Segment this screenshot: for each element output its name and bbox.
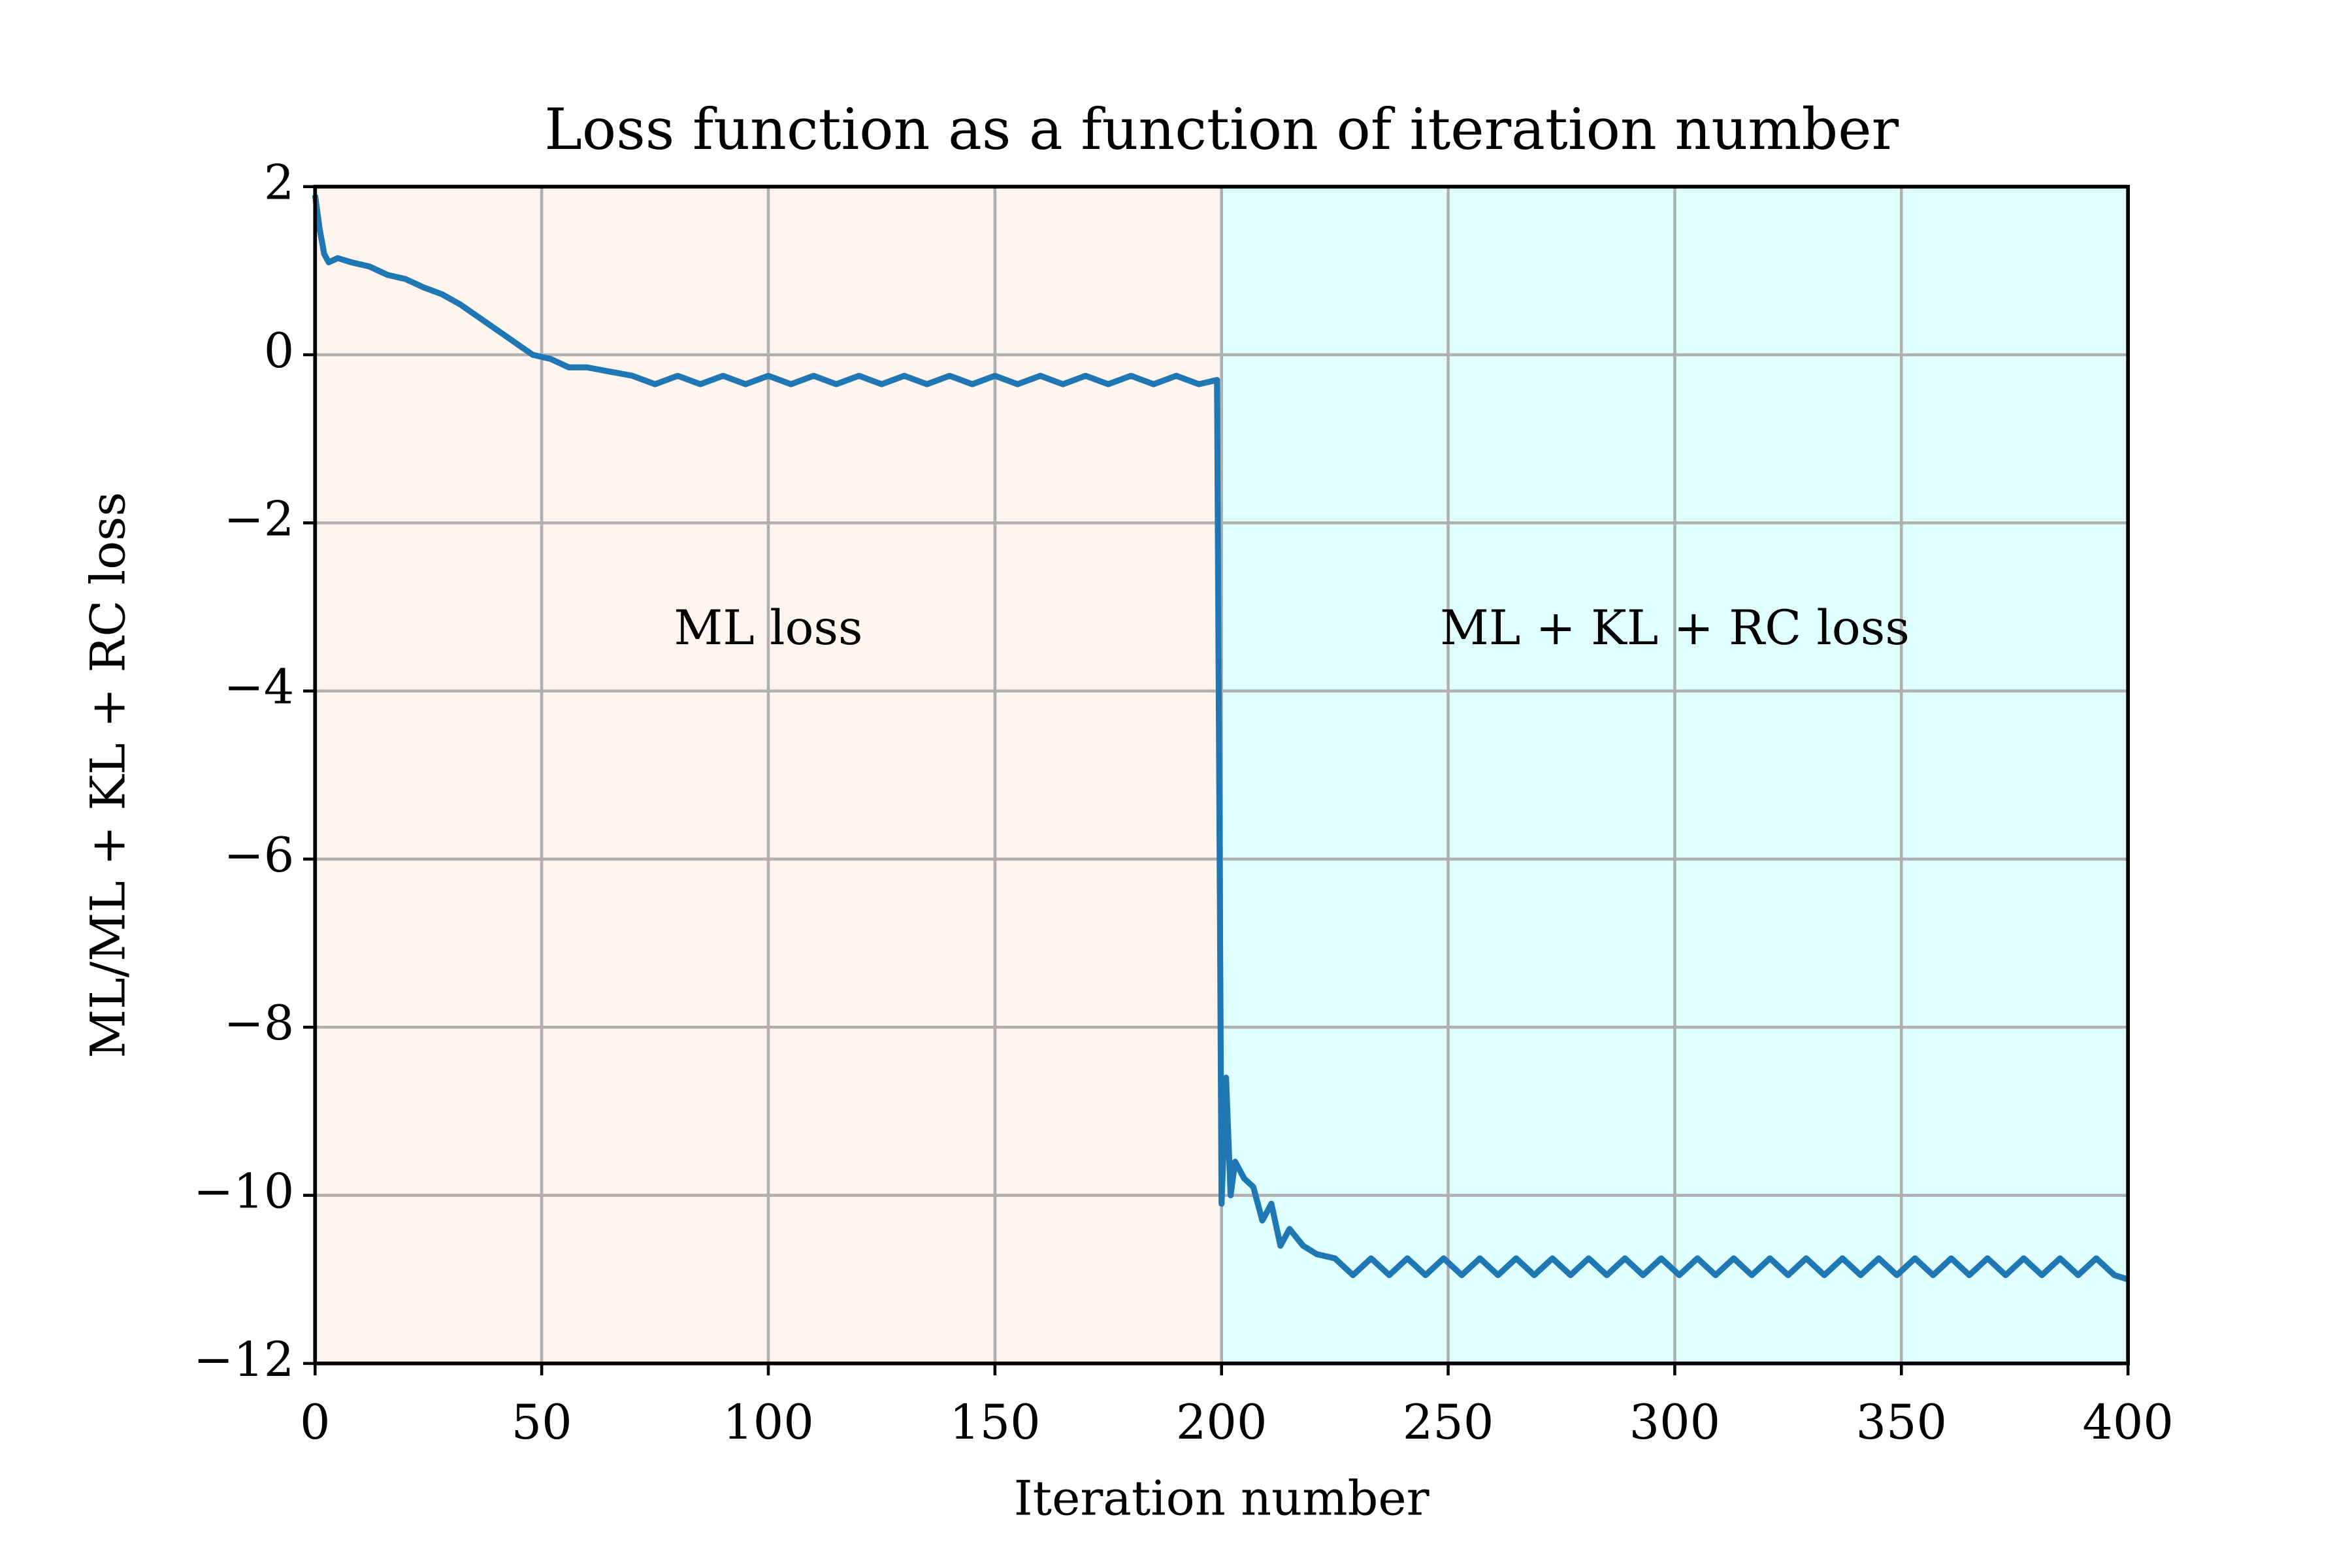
x-tick-label: 100	[723, 1395, 814, 1450]
y-tick-label: −4	[223, 660, 294, 715]
axes-frame	[313, 184, 2130, 1365]
y-axis-label: ML/ML + KL + RC loss	[80, 492, 136, 1058]
x-tick-label: 50	[512, 1395, 572, 1450]
y-tick-label: −2	[223, 491, 294, 547]
line-series	[312, 194, 2129, 1282]
x-tick-label: 400	[2082, 1395, 2174, 1450]
x-tick-label: 250	[1403, 1395, 1494, 1450]
region-label: ML + KL + RC loss	[1440, 600, 1910, 656]
y-tick-label: −6	[223, 828, 294, 883]
x-tick-label: 150	[949, 1395, 1041, 1450]
x-tick-label: 0	[300, 1395, 331, 1450]
x-tick-label: 300	[1629, 1395, 1721, 1450]
y-tick-label: −12	[193, 1332, 294, 1388]
x-axis-label: Iteration number	[1014, 1471, 1429, 1526]
region-label: ML loss	[674, 600, 862, 656]
y-tick-label: −10	[193, 1164, 294, 1220]
x-tick-label: 200	[1176, 1395, 1267, 1450]
y-tick-label: 0	[264, 323, 295, 379]
y-tick-label: −8	[223, 996, 294, 1051]
plot: ML loss ML + KL + RC loss	[312, 184, 2130, 1365]
chart-title: Loss function as a function of iteration…	[544, 97, 1899, 163]
y-tick-label: 2	[264, 155, 295, 211]
x-tick-label: 350	[1855, 1395, 1947, 1450]
